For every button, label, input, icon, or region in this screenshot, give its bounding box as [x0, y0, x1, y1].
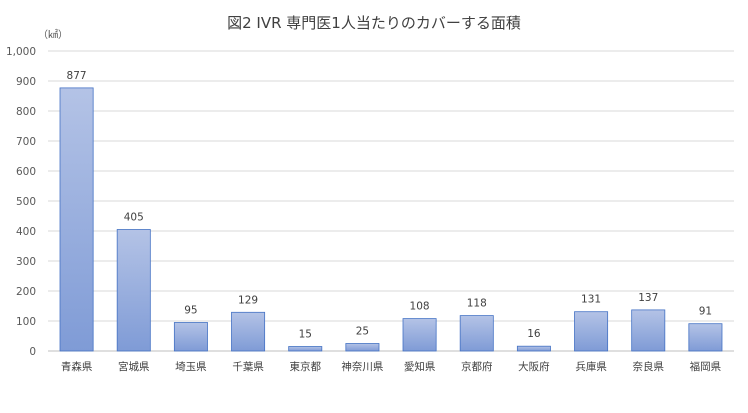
data-label: 129	[238, 294, 258, 306]
category-label: 京都府	[461, 360, 493, 373]
chart-title: 図2 IVR 専門医1人当たりのカバーする面積	[227, 14, 521, 32]
bar	[516, 345, 551, 352]
y-axis-tick-labels: 0 100 200 300 400 500 600 700 800 900 1,000	[6, 46, 36, 358]
category-label: 兵庫県	[575, 360, 607, 373]
bar	[345, 343, 380, 352]
y-tick-label: 900	[16, 76, 36, 88]
bar	[116, 229, 151, 352]
category-labels: 青森県 宮城県 埼玉県 千葉県 東京都 神奈川県 愛知県 京都府 大阪府 兵庫県 奈良県 福岡県	[61, 360, 722, 373]
y-tick-label: 700	[16, 136, 36, 148]
y-axis-unit-label: （㎢）	[38, 29, 68, 41]
bar	[402, 318, 437, 352]
gridlines	[48, 50, 734, 352]
bar	[59, 87, 94, 352]
data-label: 108	[410, 301, 430, 313]
data-label: 25	[356, 326, 369, 338]
data-label: 137	[638, 292, 658, 304]
bars	[59, 87, 723, 352]
y-tick-label: 400	[16, 226, 36, 238]
category-label: 東京都	[290, 360, 322, 373]
data-label: 16	[527, 328, 541, 340]
data-label: 131	[581, 294, 601, 306]
data-label: 118	[467, 298, 487, 310]
category-label: 青森県	[61, 360, 93, 373]
category-label: 神奈川県	[341, 360, 383, 373]
category-label: 宮城県	[118, 360, 150, 373]
y-tick-label: 1,000	[6, 46, 36, 58]
y-tick-label: 800	[16, 106, 36, 118]
category-label: 千葉県	[232, 360, 264, 373]
bar	[574, 311, 609, 352]
y-tick-label: 200	[16, 286, 36, 298]
y-tick-label: 600	[16, 166, 36, 178]
bar	[288, 346, 323, 352]
category-label: 愛知県	[404, 360, 436, 373]
category-label: 大阪府	[518, 360, 550, 373]
y-tick-label: 300	[16, 256, 36, 268]
bar	[688, 323, 723, 352]
bar	[631, 309, 666, 352]
data-label: 405	[124, 212, 144, 224]
data-label: 95	[184, 305, 197, 317]
y-tick-label: 500	[16, 196, 36, 208]
category-label: 福岡県	[690, 360, 722, 373]
y-tick-label: 0	[29, 346, 36, 358]
category-label: 埼玉県	[175, 360, 207, 373]
data-label: 91	[699, 306, 712, 318]
category-label: 奈良県	[633, 360, 665, 373]
bar	[231, 311, 266, 352]
y-tick-label: 100	[16, 316, 36, 328]
bar	[459, 315, 494, 352]
bar	[173, 322, 208, 352]
data-label: 15	[299, 329, 312, 341]
data-label: 877	[67, 70, 87, 82]
data-labels: 877 405 95 129 15 25 108 118 16 131 137 91	[67, 70, 713, 341]
